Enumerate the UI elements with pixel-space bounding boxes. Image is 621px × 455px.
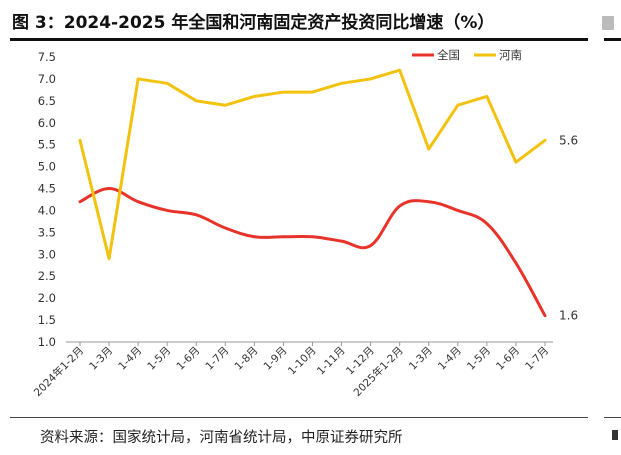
y-tick-label: 1.5 bbox=[38, 313, 56, 327]
x-tick-label: 2025年1-2月 bbox=[351, 344, 406, 399]
adjacent-title-rule bbox=[604, 38, 621, 41]
y-tick-label: 4.5 bbox=[38, 182, 56, 196]
y-axis: 7.5 7.0 6.5 6.0 5.5 5.0 4.5 4.0 3.5 3.0 2.5 2.0 1.5 1… bbox=[38, 50, 56, 349]
x-tick-label: 1-3月 bbox=[407, 345, 435, 373]
y-tick-label: 4.0 bbox=[38, 203, 56, 217]
adjacent-source-fragment bbox=[612, 430, 618, 440]
x-tick-label: 1-7月 bbox=[203, 345, 231, 373]
y-tick-label: 2.0 bbox=[38, 291, 56, 305]
y-tick-label: 7.0 bbox=[38, 72, 56, 86]
x-axis: 2024年1-2月 1-3月 1-4月 1-5月 1-6月 1-7月 1-8月 1-9月1-1… bbox=[31, 341, 553, 399]
adjacent-figure-fragment bbox=[602, 16, 614, 30]
y-tick-label: 6.5 bbox=[38, 94, 56, 108]
legend: 全国 河南 bbox=[412, 48, 522, 62]
y-tick-label: 3.0 bbox=[38, 247, 56, 261]
end-labels: 1.6 5.6 bbox=[559, 133, 578, 322]
y-tick-label: 3.5 bbox=[38, 225, 56, 239]
x-tick-label: 1-11月 bbox=[315, 345, 348, 378]
x-tick-label: 1-5月 bbox=[465, 345, 493, 373]
y-tick-label: 6.0 bbox=[38, 116, 56, 130]
end-value-label: 5.6 bbox=[559, 133, 578, 147]
adjacent-source-rule bbox=[604, 417, 621, 418]
y-tick-label: 5.5 bbox=[38, 138, 56, 152]
x-tick-label: 1-3月 bbox=[87, 345, 115, 373]
x-tick-label: 1-6月 bbox=[494, 345, 522, 373]
x-tick-label: 1-4月 bbox=[116, 345, 144, 373]
x-tick-label: 2024年1-2月 bbox=[31, 344, 86, 399]
legend-label: 全国 bbox=[437, 48, 460, 62]
x-tick-label: 1-4月 bbox=[436, 345, 464, 373]
series-line-national bbox=[78, 187, 547, 318]
x-tick-label: 1-8月 bbox=[232, 345, 260, 373]
y-tick-label: 7.5 bbox=[38, 50, 56, 64]
y-tick-label: 5.0 bbox=[38, 160, 56, 174]
y-tick-label: 1.0 bbox=[38, 335, 56, 349]
y-tick-label: 2.5 bbox=[38, 269, 56, 283]
title-rule bbox=[10, 38, 588, 41]
source-note: 资料来源：国家统计局，河南省统计局，中原证券研究所 bbox=[40, 430, 403, 446]
source-rule bbox=[10, 417, 588, 418]
x-tick-label: 1-5月 bbox=[145, 345, 173, 373]
x-tick-label: 1-10月 bbox=[286, 345, 319, 378]
series-line-henan bbox=[78, 68, 547, 261]
x-tick-label: 1-7月 bbox=[523, 345, 551, 373]
series-layer bbox=[78, 68, 547, 318]
end-value-label: 1.6 bbox=[559, 309, 578, 323]
legend-label: 河南 bbox=[499, 48, 522, 62]
line-chart: 7.5 7.0 6.5 6.0 5.5 5.0 4.5 4.0 3.5 3.0 2.5 2.0 1.5 1… bbox=[31, 48, 578, 399]
x-tick-label: 1-6月 bbox=[174, 345, 202, 373]
chart-title: 图 3：2024-2025 年全国和河南固定资产投资同比增速（%） bbox=[12, 13, 495, 33]
